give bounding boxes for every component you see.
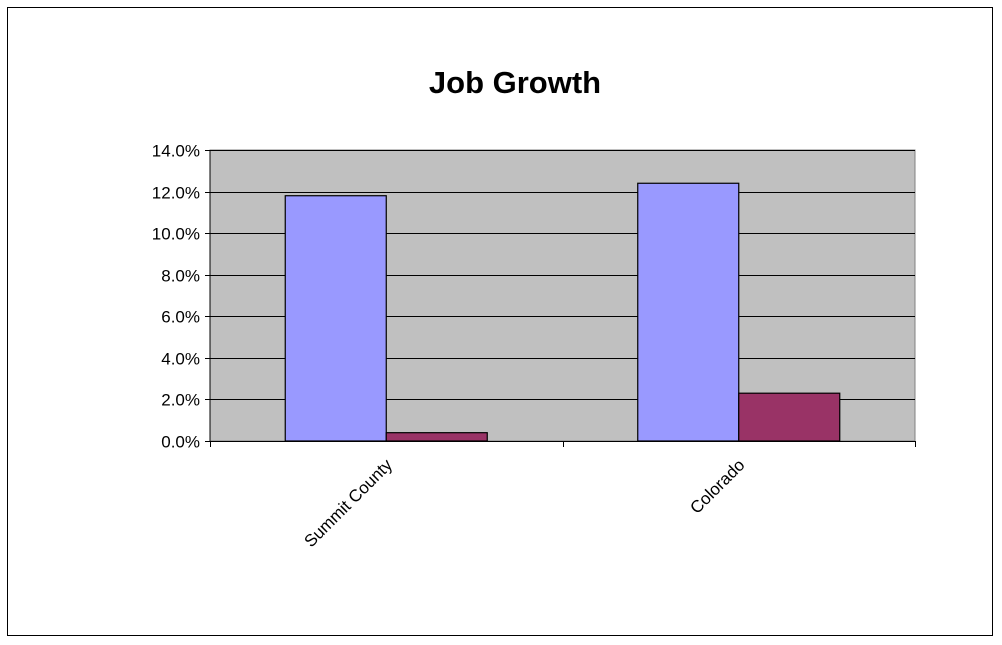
bar-1-summit-county[interactable] — [284, 195, 387, 442]
y-tick-label: 12.0% — [152, 184, 200, 203]
y-tick-label: 6.0% — [161, 308, 200, 327]
y-tick-label: 14.0% — [152, 142, 200, 161]
y-tick-label: 2.0% — [161, 391, 200, 410]
plot-area: 0.0% 2.0% 4.0% 6.0% 8.0% 10.0% 12.0% 14.0% Summi… — [152, 142, 916, 551]
bar-1-colorado[interactable] — [637, 182, 740, 442]
x-category-label: Colorado — [686, 455, 748, 517]
y-tick-label: 4.0% — [161, 350, 200, 369]
bar-2-summit-county[interactable] — [385, 432, 488, 442]
y-tick-label: 10.0% — [152, 225, 200, 244]
y-tick-label: 0.0% — [161, 433, 200, 452]
bar-2-colorado[interactable] — [738, 392, 841, 442]
y-tick-label: 8.0% — [161, 267, 200, 286]
chart-title: Job Growth — [429, 65, 601, 100]
x-category-label: Summit County — [300, 455, 396, 551]
